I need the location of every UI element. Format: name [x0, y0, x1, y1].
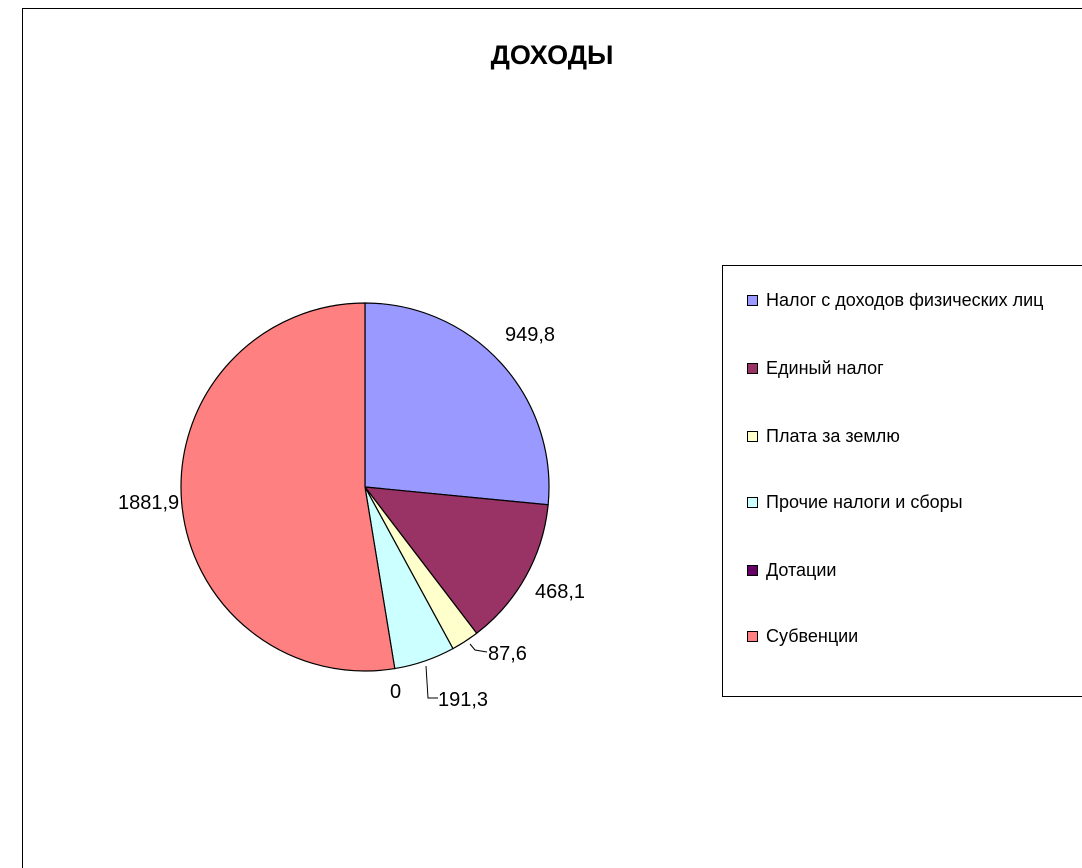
leader-line [469, 643, 488, 653]
legend-swatch [747, 431, 758, 442]
pie-slices [180, 302, 550, 672]
legend-swatch [747, 631, 758, 642]
data-label: 87,6 [488, 643, 527, 665]
legend-swatch [747, 565, 758, 576]
data-label: 949,8 [505, 324, 555, 346]
legend: Налог с доходов физических лиц Единый нал… [722, 265, 1082, 697]
data-label: 191,3 [438, 689, 488, 711]
leader-lines [425, 643, 488, 699]
pie-slice [364, 302, 550, 506]
legend-label: Дотации [766, 560, 837, 580]
legend-swatch [747, 295, 758, 306]
data-label: 0 [390, 681, 401, 703]
legend-swatch [747, 497, 758, 508]
legend-label: Прочие налоги и сборы [766, 492, 963, 512]
leader-line [425, 665, 438, 699]
legend-label: Плата за землю [766, 426, 900, 446]
chart-title: ДОХОДЫ [490, 40, 614, 70]
data-label: 468,1 [535, 581, 585, 603]
legend-swatch [747, 363, 758, 374]
pie-slice [180, 302, 396, 672]
data-labels: 949,8 468,1 87,6 191,3 0 1881,9 [118, 324, 585, 711]
legend-label: Единый налог [766, 358, 884, 378]
data-label: 1881,9 [118, 492, 179, 514]
legend-label: Налог с доходов физических лиц [766, 290, 1044, 310]
legend-label: Субвенции [766, 626, 859, 646]
pie-slice [363, 486, 549, 635]
